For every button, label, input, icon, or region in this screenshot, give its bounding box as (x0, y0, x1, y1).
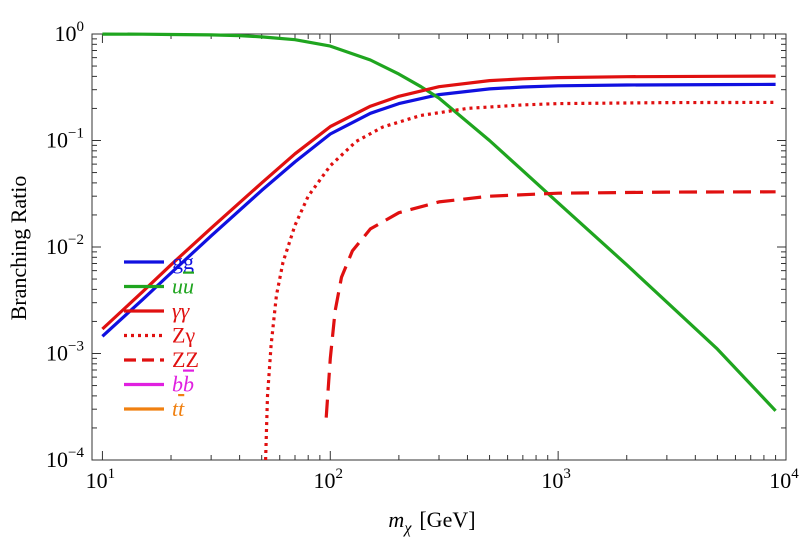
legend-entry: γγ (124, 298, 191, 323)
y-tick-label: 10−3 (46, 339, 84, 366)
legend-entry: Zγ (124, 323, 195, 348)
legend-label: Zγ (172, 323, 195, 348)
legend-entry: bb (124, 372, 194, 397)
axis-labels: mχ [GeV] Branching Ratio (6, 176, 476, 537)
y-tick-label: 10−1 (46, 126, 84, 153)
y-tick-label: 10−4 (46, 445, 84, 472)
legend-label: ZZ (172, 347, 199, 372)
x-tick-label: 104 (769, 466, 799, 493)
legend-entry: ZZ (124, 347, 199, 372)
legend-entry: uu (124, 274, 194, 299)
y-axis-label: Branching Ratio (6, 176, 31, 321)
series-line-Zγ (264, 100, 776, 461)
legend-label: bb (172, 372, 194, 397)
legend-label: uu (172, 274, 194, 299)
series-line-γγ (101, 74, 776, 331)
legend-entry: gg (124, 249, 194, 274)
legend-label: tt (172, 396, 185, 421)
axis-ticks: 101 102 103 104 100 10−1 10−2 10−3 10−4 (46, 19, 799, 493)
legend-entry: tt (124, 396, 185, 421)
series-line-gg (101, 82, 776, 338)
legend-label: gg (172, 249, 194, 274)
y-tick-label: 10−2 (46, 232, 84, 259)
x-tick-label: 103 (541, 466, 571, 493)
series-lines (101, 32, 777, 461)
series-line-uū (102, 32, 777, 412)
x-axis-label: mχ [GeV] (388, 507, 475, 537)
x-tick-label: 102 (314, 466, 344, 493)
y-tick-label: 100 (55, 19, 85, 46)
legend-label: γγ (172, 298, 191, 323)
x-tick-label: 101 (86, 466, 116, 493)
series-line-ZZ (324, 190, 776, 418)
